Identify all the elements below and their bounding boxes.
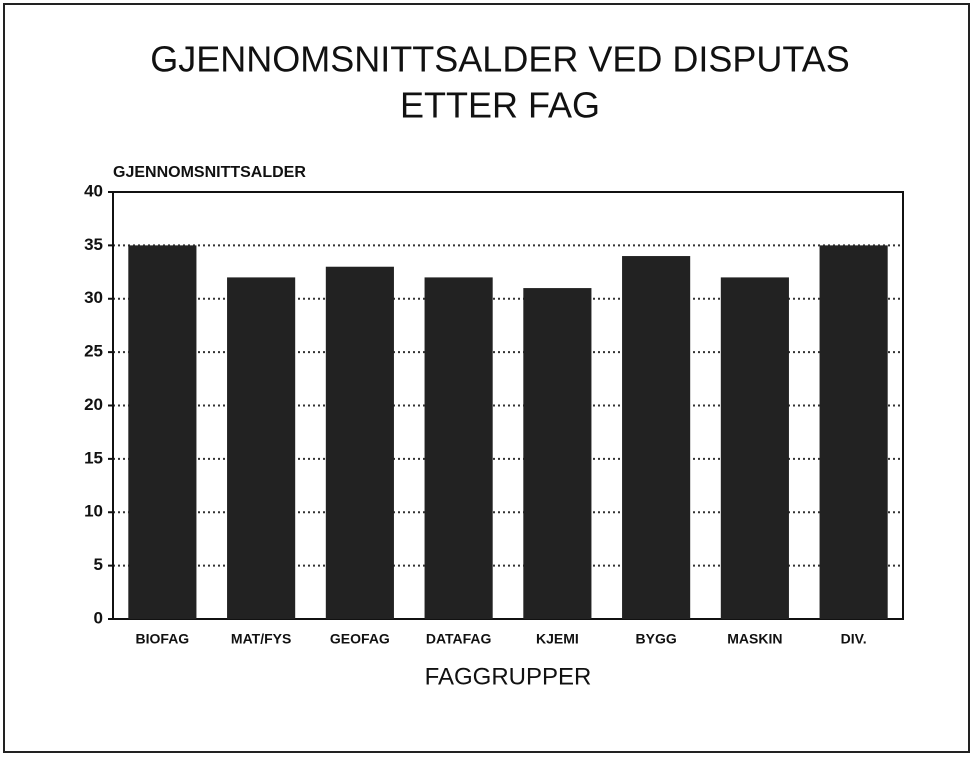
chart-title: ETTER FAG <box>400 85 600 126</box>
x-tick-label: BYGG <box>636 631 677 647</box>
x-tick-label: MASKIN <box>727 631 782 647</box>
bar <box>325 266 394 619</box>
y-axis-label: GJENNOMSNITTSALDER <box>113 164 306 181</box>
bar <box>128 245 197 619</box>
bar <box>622 256 691 619</box>
y-tick-label: 25 <box>84 342 103 361</box>
outer-frame <box>3 3 970 753</box>
y-tick-label: 35 <box>84 235 103 254</box>
y-tick-label: 20 <box>84 395 103 414</box>
bar <box>819 245 888 619</box>
x-tick-label: DIV. <box>841 631 867 647</box>
y-tick-label: 15 <box>84 448 103 467</box>
x-tick-label: GEOFAG <box>330 631 390 647</box>
y-tick-label: 10 <box>84 502 103 521</box>
x-axis-label: FAGGRUPPER <box>425 663 592 690</box>
x-tick-label: KJEMI <box>536 631 579 647</box>
chart-title: GJENNOMSNITTSALDER VED DISPUTAS <box>150 39 849 80</box>
x-tick-label: BIOFAG <box>136 631 190 647</box>
bar <box>227 277 296 619</box>
x-tick-label: DATAFAG <box>426 631 492 647</box>
bar <box>720 277 789 619</box>
y-tick-label: 30 <box>84 288 103 307</box>
y-tick-label: 0 <box>94 608 103 627</box>
y-tick-label: 40 <box>84 181 103 200</box>
y-tick-label: 5 <box>94 555 103 574</box>
x-tick-label: MAT/FYS <box>231 631 291 647</box>
bar <box>523 288 592 619</box>
plot-frame <box>112 191 904 620</box>
bar <box>424 277 493 619</box>
